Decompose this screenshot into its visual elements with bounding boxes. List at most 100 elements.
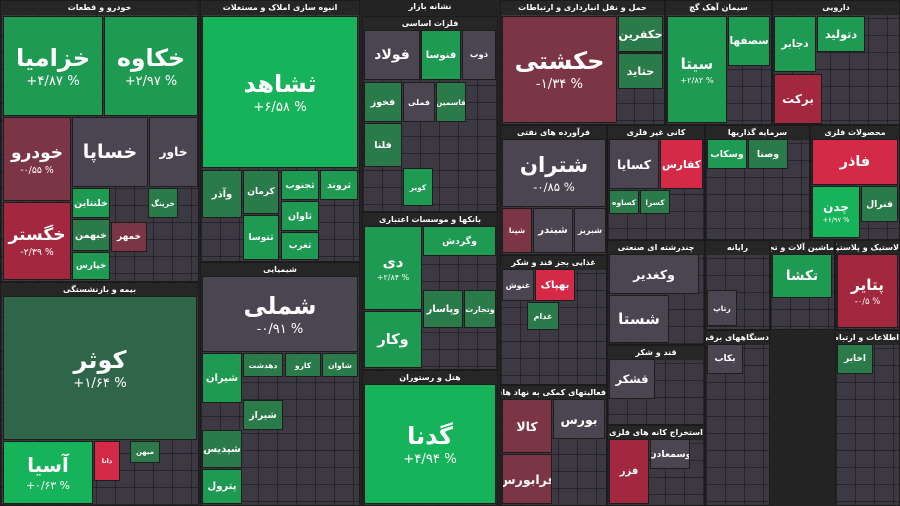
tile[interactable]: ثتوسا xyxy=(243,215,279,260)
tile-name: اخابر xyxy=(844,354,866,364)
tile[interactable]: غنوش xyxy=(502,269,534,301)
tile[interactable]: فرابورس xyxy=(502,454,552,504)
tile[interactable]: کفارس xyxy=(660,139,703,189)
tile[interactable]: ثجنوب xyxy=(281,170,319,200)
tile[interactable]: شتران -۰/۸۵ % xyxy=(502,139,606,207)
tile[interactable]: سصفها xyxy=(728,16,770,66)
tile[interactable]: خگستر -۲/۳۹ % xyxy=(3,202,71,280)
tile[interactable]: دانا xyxy=(94,441,120,481)
tile[interactable]: خبهمن xyxy=(72,219,110,251)
tile[interactable]: فاسمین xyxy=(436,82,466,122)
tile[interactable]: وتجارت xyxy=(464,290,496,328)
tile[interactable]: کالا xyxy=(502,399,552,453)
tile[interactable]: خاور xyxy=(149,117,198,187)
tile[interactable]: وکار xyxy=(364,311,422,368)
tile[interactable]: میهن xyxy=(130,441,160,463)
tile[interactable]: خپارس xyxy=(72,252,110,280)
tile-name: کساوه xyxy=(612,197,636,207)
tile[interactable]: شستا xyxy=(609,295,669,343)
tile[interactable]: گدنا +۴/۹۴ % xyxy=(364,384,496,504)
tile[interactable]: فزر xyxy=(609,439,649,504)
tile[interactable]: کارو xyxy=(285,353,321,377)
tile[interactable]: بورس xyxy=(553,399,605,439)
tile[interactable]: کساوه xyxy=(609,190,639,214)
tile-name: شبریز xyxy=(577,226,603,235)
tile-name: فولاد xyxy=(374,47,410,63)
tile[interactable]: ثاوان xyxy=(281,201,319,231)
tile-change: +۶/۹۷ % xyxy=(822,216,850,224)
tile[interactable]: خساپا xyxy=(72,117,148,187)
tile-change: +۴/۹۴ % xyxy=(403,451,457,467)
tile[interactable]: خکاوه +۲/۹۷ % xyxy=(104,16,198,116)
sector-title: شیمیایی xyxy=(201,263,359,277)
tile[interactable]: شاوان xyxy=(322,353,358,377)
tile[interactable]: وکغدیر xyxy=(609,254,699,294)
tile[interactable]: وگردش xyxy=(423,226,496,256)
tile[interactable]: قشکر xyxy=(609,359,655,399)
tile[interactable]: سیتا +۲/۸۲ % xyxy=(667,16,727,123)
tile[interactable]: فنوسا xyxy=(421,30,461,80)
tile[interactable]: بهپاک xyxy=(535,269,575,301)
tile[interactable]: خزامیا +۴/۸۷ % xyxy=(3,16,103,116)
tile[interactable]: شپدیس xyxy=(202,430,242,468)
tile[interactable]: کسایا xyxy=(609,139,659,189)
tile-name: فخوز xyxy=(370,96,396,108)
tile[interactable]: کسرا xyxy=(640,190,670,214)
tile[interactable]: ثشاهد +۶/۵۸ % xyxy=(202,16,358,168)
tile-name: ثاوان xyxy=(287,210,313,222)
tile-name: فلنا xyxy=(374,139,392,151)
tile[interactable]: ثغرب xyxy=(281,232,319,260)
tile[interactable]: فملی xyxy=(403,82,435,122)
tile[interactable]: پتایر -۰/۵ % xyxy=(837,254,898,328)
tile[interactable]: پترول xyxy=(202,469,242,504)
tile[interactable]: غدام xyxy=(527,302,559,330)
tile[interactable]: وسکاب xyxy=(707,139,747,169)
tile[interactable]: ثروند xyxy=(320,170,358,200)
tile-name: کرمان xyxy=(247,187,275,197)
tile-name: شستا xyxy=(618,310,660,328)
tile-change: -۰/۸۵ % xyxy=(533,179,575,194)
tile[interactable]: اخابر xyxy=(837,344,873,374)
tile[interactable]: کویر xyxy=(403,168,433,206)
tile[interactable]: وآذر xyxy=(202,170,242,218)
tile[interactable]: فخوز xyxy=(364,82,402,122)
tile[interactable]: آسیا +۰/۶۳ % xyxy=(3,441,93,504)
tile[interactable]: حکفرین xyxy=(618,16,663,52)
tile[interactable]: شبریز xyxy=(574,208,606,253)
tile[interactable]: شیران xyxy=(202,353,242,403)
tile[interactable]: فاذر xyxy=(812,139,898,185)
tile[interactable]: دتولید xyxy=(817,16,865,52)
tile[interactable]: دجابر xyxy=(774,16,816,72)
tile[interactable]: رتاپ xyxy=(707,290,737,326)
tile[interactable]: حتاید xyxy=(618,53,663,89)
tile-name: دانا xyxy=(101,457,113,465)
tile[interactable]: فولاد xyxy=(364,30,420,80)
tile[interactable]: خمهر xyxy=(111,222,147,252)
tile[interactable]: دهدشت xyxy=(243,353,283,377)
tile[interactable]: شبندر xyxy=(533,208,573,253)
tile[interactable]: شیراز xyxy=(243,400,283,430)
tile-name: دهدشت xyxy=(248,360,278,370)
tile[interactable]: شپنا xyxy=(502,208,532,253)
tile[interactable]: حکشتی -۱/۳۴ % xyxy=(502,16,617,123)
tile[interactable]: برکت xyxy=(774,74,822,124)
tile[interactable]: چدن +۶/۹۷ % xyxy=(812,186,860,238)
tile[interactable]: کوثر +۱/۶۴ % xyxy=(3,296,197,440)
tile[interactable]: دی +۲/۸۴ % xyxy=(364,226,422,310)
tile[interactable]: بکاب xyxy=(707,344,743,374)
tile[interactable]: خلنتاین xyxy=(72,188,110,218)
tile[interactable]: فلنا xyxy=(364,123,402,167)
sector-title: فرآورده های نفتی xyxy=(501,126,606,140)
tile[interactable]: تکشا xyxy=(772,254,832,298)
tile[interactable]: فنرال xyxy=(861,186,898,222)
tile-name: خودرو xyxy=(11,142,63,163)
tile[interactable]: ذوب xyxy=(462,30,496,80)
tile[interactable]: کرمان xyxy=(243,170,279,214)
tile[interactable]: خرینگ xyxy=(148,188,178,218)
tile-name: دی xyxy=(382,254,404,271)
tile[interactable]: وصنا xyxy=(748,139,788,169)
tile[interactable]: وسمعادن xyxy=(650,439,690,469)
tile[interactable]: شملی -۰/۹۱ % xyxy=(202,276,358,352)
tile[interactable]: خودرو -۰/۵۵ % xyxy=(3,117,71,201)
tile[interactable]: وپاسار xyxy=(423,290,463,328)
